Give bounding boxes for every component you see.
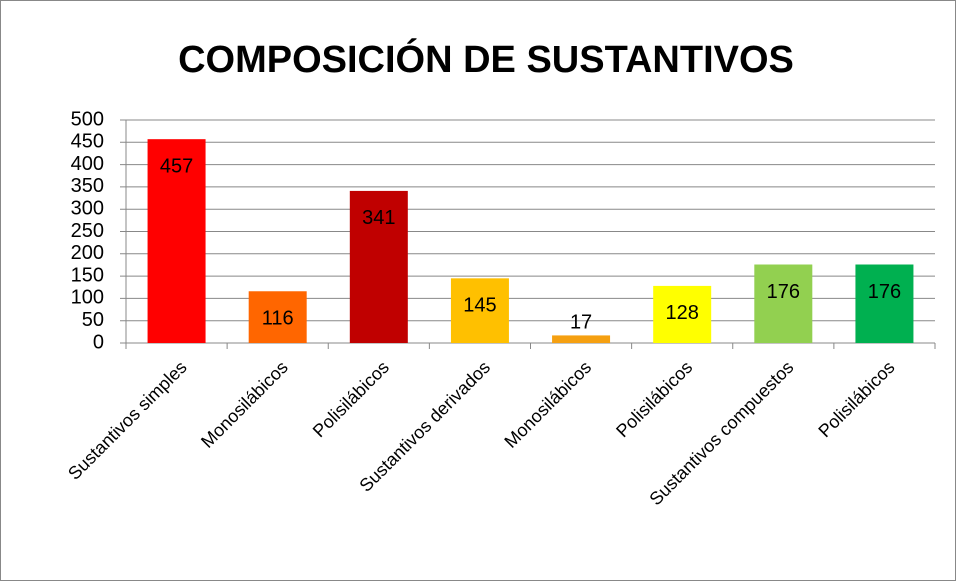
data-label: 457 [160, 155, 193, 177]
bar [147, 139, 206, 343]
bar [349, 190, 408, 343]
data-label: 145 [463, 295, 496, 317]
y-tick-label: 450 [71, 131, 104, 153]
bar [450, 278, 509, 343]
bar [653, 285, 712, 343]
bar [552, 335, 611, 343]
bar [248, 291, 307, 343]
y-tick-label: 150 [71, 264, 104, 286]
y-tick-label: 500 [71, 108, 104, 130]
data-label: 176 [767, 281, 800, 303]
data-label: 17 [570, 312, 592, 334]
data-label: 176 [868, 281, 901, 303]
data-label: 341 [362, 207, 395, 229]
y-tick-label: 250 [71, 220, 104, 242]
y-tick-label: 0 [93, 331, 104, 353]
y-tick-label: 350 [71, 175, 104, 197]
data-label: 116 [262, 308, 294, 330]
y-tick-label: 400 [71, 153, 104, 175]
y-tick-label: 200 [71, 242, 104, 264]
chart-title: COMPOSICIÓN DE SUSTANTIVOS [178, 37, 794, 81]
bar [754, 264, 813, 343]
data-label: 128 [666, 302, 699, 324]
bar [855, 264, 914, 343]
y-tick-label: 100 [71, 287, 104, 309]
y-tick-label: 300 [71, 197, 104, 219]
y-tick-label: 50 [82, 309, 104, 331]
